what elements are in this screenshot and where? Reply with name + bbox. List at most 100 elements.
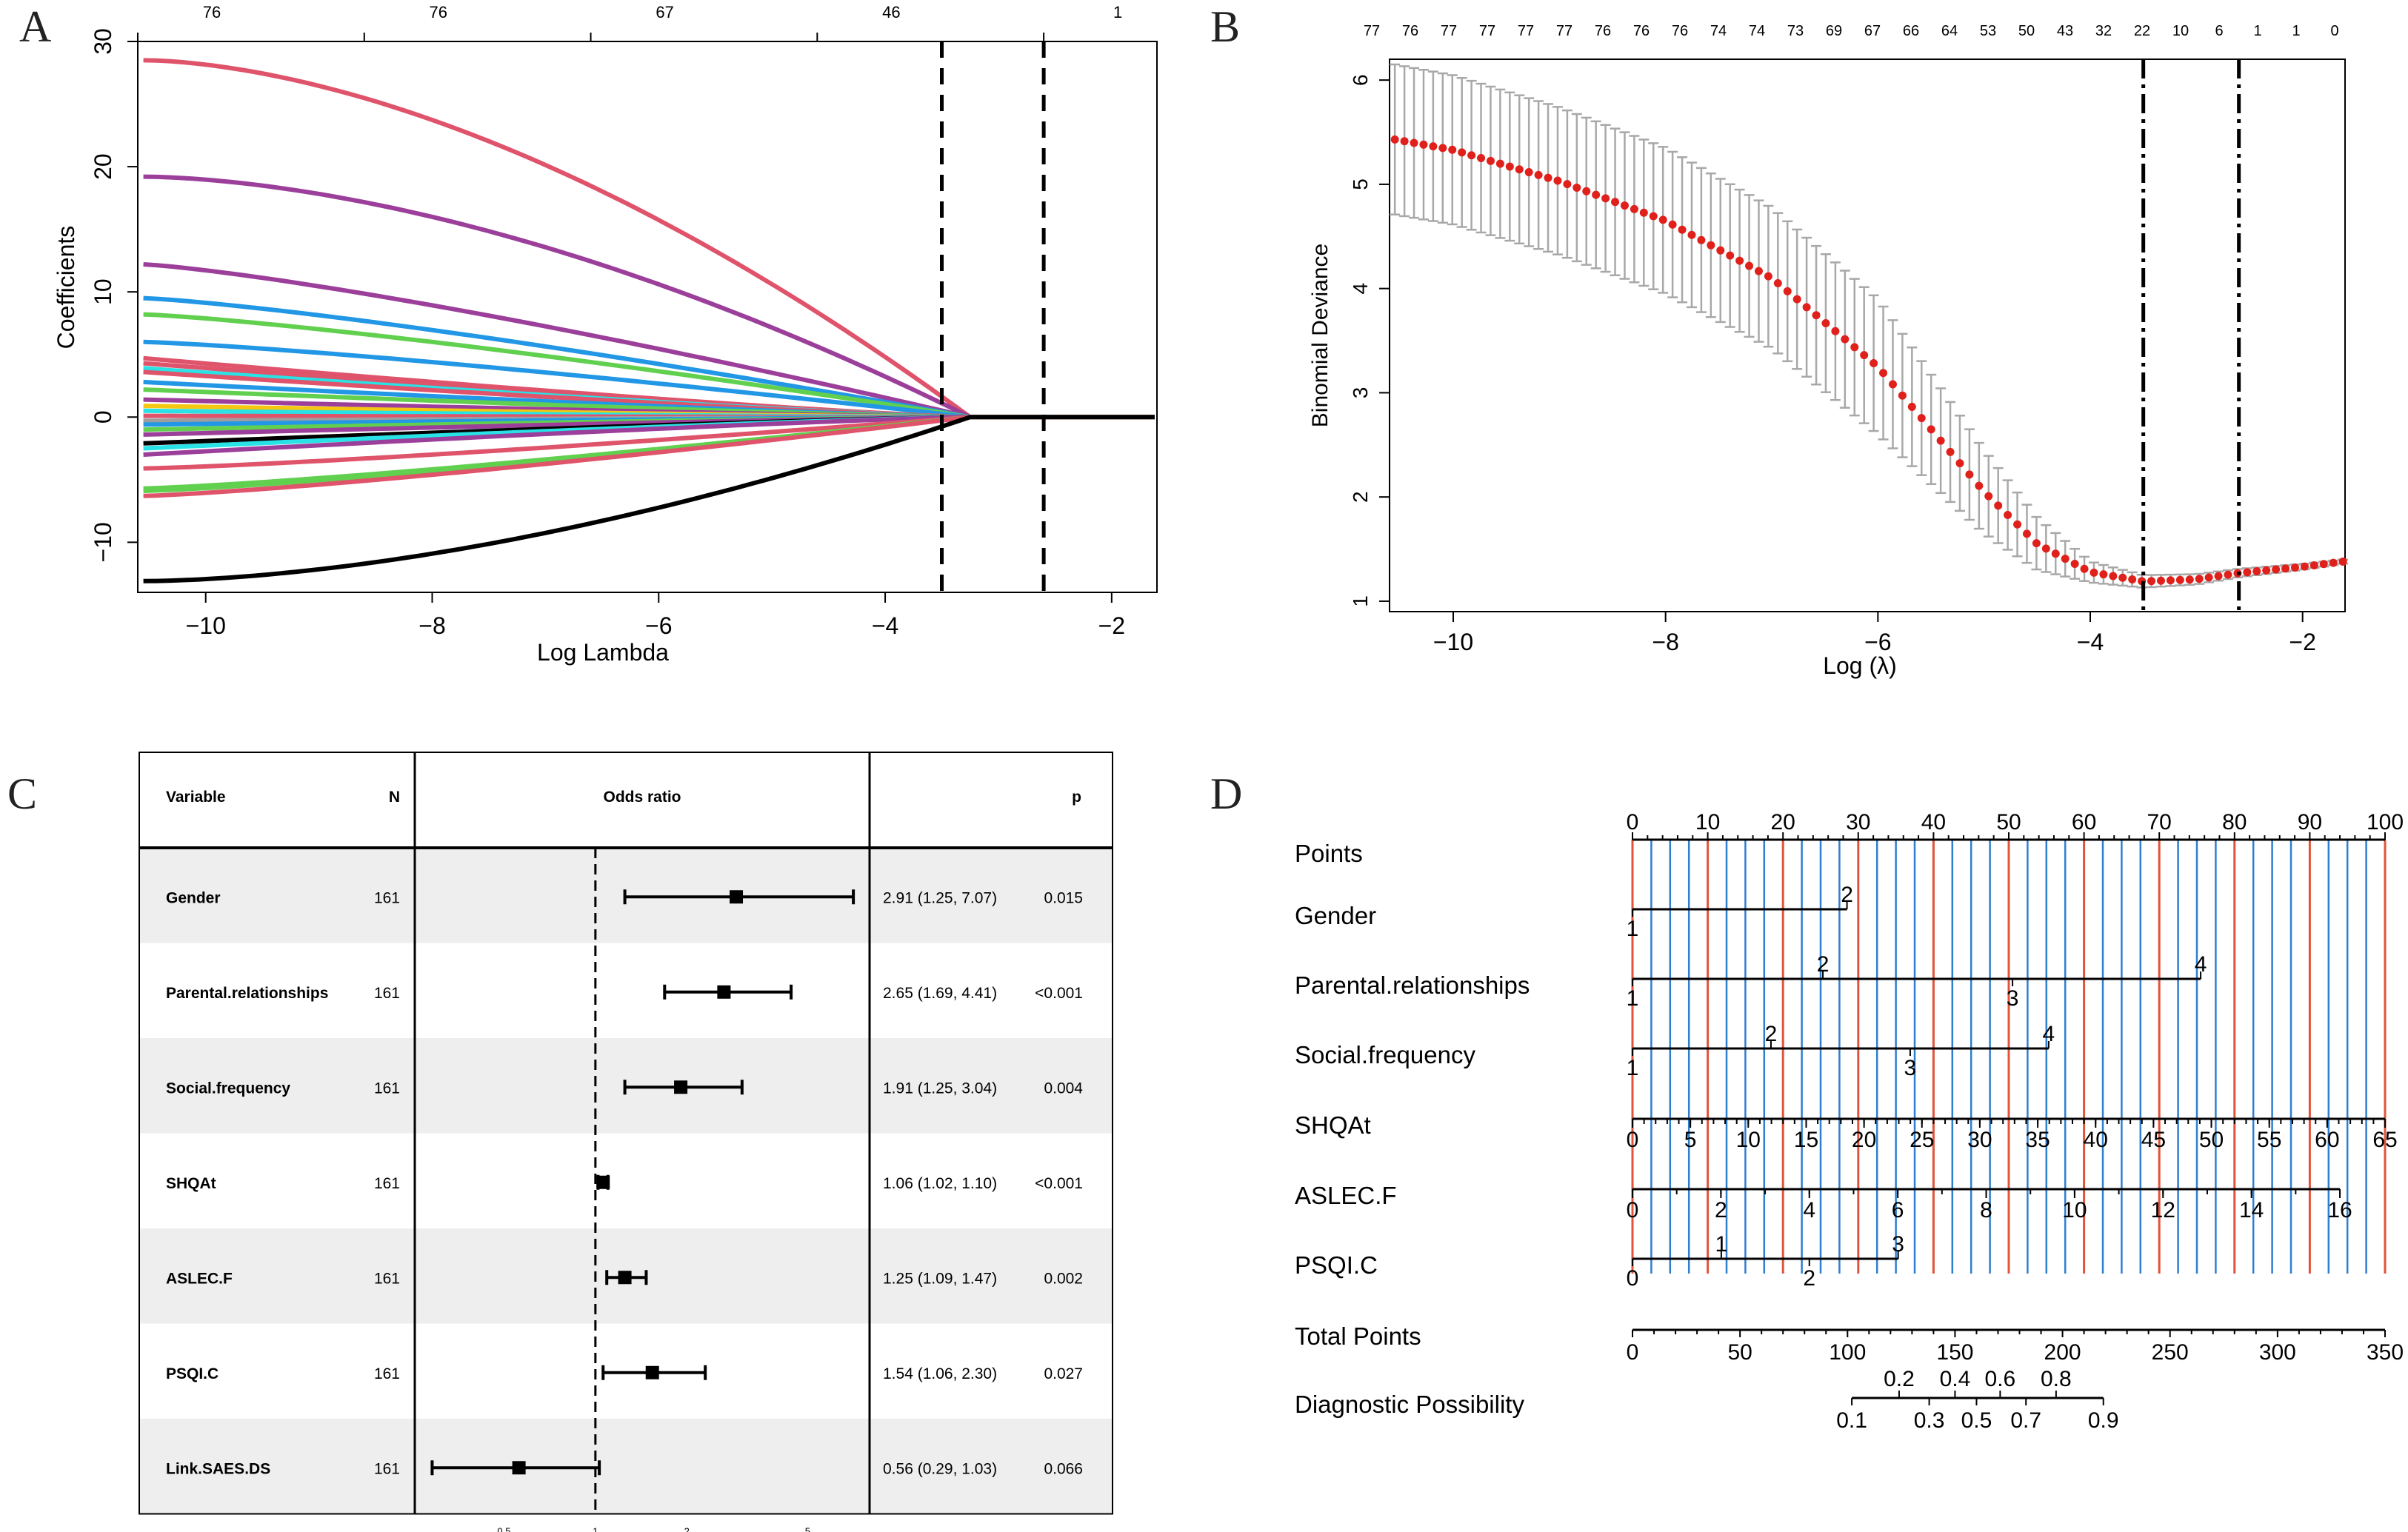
points-tick-label: 10 [1695, 810, 1720, 834]
deviance-point [2080, 564, 2089, 573]
top-count-label: 0 [2330, 23, 2338, 39]
deviance-point [2224, 570, 2232, 579]
deviance-point [2185, 575, 2194, 584]
top-tick-label: 76 [203, 3, 221, 21]
row-variable: PSQI.C [166, 1365, 219, 1382]
variable-tick-label: 2 [1817, 952, 1830, 977]
deviance-point [1429, 142, 1438, 151]
row-p: 0.002 [1044, 1270, 1083, 1287]
variable-tick-label: 45 [2141, 1128, 2166, 1152]
deviance-point [2109, 572, 2118, 581]
deviance-point [1965, 470, 1974, 479]
or-marker [717, 985, 731, 999]
plot-frame [137, 41, 1158, 593]
row-label: ASLEC.F [1295, 1182, 1397, 1209]
row-stripe [139, 1419, 1113, 1514]
variable-tick-label: 3 [1892, 1232, 1904, 1257]
y-tick-label: 4 [1349, 283, 1372, 295]
deviance-point [2214, 572, 2223, 581]
total-tick-label: 0 [1627, 1340, 1639, 1365]
row-or-ci: 1.91 (1.25, 3.04) [883, 1080, 997, 1097]
row-n: 161 [374, 889, 400, 906]
deviance-point [1592, 190, 1601, 199]
top-count-label: 74 [1710, 23, 1727, 39]
deviance-point [1467, 151, 1476, 160]
row-label: Points [1295, 840, 1363, 867]
deviance-point [1515, 165, 1524, 174]
coef-path-v1 [143, 58, 1155, 420]
deviance-point [1907, 402, 1916, 411]
x-tick-label: −4 [872, 612, 898, 639]
variable-tick-label: 2 [1841, 883, 1853, 907]
deviance-point [2118, 573, 2127, 582]
top-count-label: 76 [1402, 23, 1418, 39]
deviance-point [1601, 194, 1610, 203]
deviance-point [2243, 568, 2252, 577]
coef-path-v3 [143, 262, 1155, 420]
prob-tick-label: 0.8 [2041, 1367, 2072, 1391]
y-tick-label: 20 [90, 153, 116, 180]
variable-tick-label: 3 [2007, 986, 2019, 1011]
deviance-point [2281, 564, 2290, 573]
deviance-point [1745, 261, 1754, 270]
prob-tick-label: 0.3 [1914, 1408, 1945, 1433]
deviance-point [2147, 577, 2156, 586]
deviance-point [2051, 549, 2060, 558]
deviance-point [1831, 327, 1840, 335]
deviance-point [1611, 198, 1620, 207]
deviance-point [1850, 343, 1859, 352]
deviance-point [1735, 256, 1744, 265]
variable-tick-label: 6 [1892, 1198, 1904, 1222]
x-tick-label: −6 [645, 612, 672, 639]
deviance-point [2262, 566, 2271, 575]
variable-tick-label: 8 [1980, 1198, 1992, 1222]
top-count-label: 77 [1441, 23, 1457, 39]
deviance-point [1927, 425, 1935, 434]
variable-tick-label: 65 [2372, 1128, 2397, 1152]
deviance-point [1563, 180, 1572, 189]
prob-tick-label: 0.6 [1985, 1367, 2016, 1391]
row-label: PSQI.C [1295, 1251, 1378, 1279]
deviance-point [1984, 492, 1993, 501]
top-tick-label: 67 [656, 3, 673, 21]
y-tick-label: 0 [90, 410, 116, 424]
or-marker [618, 1271, 632, 1285]
y-tick-label: 10 [90, 278, 116, 305]
top-count-label: 32 [2095, 23, 2112, 39]
deviance-point [2290, 563, 2299, 572]
x-tick-label: −10 [186, 612, 226, 639]
prob-tick-label: 0.5 [1961, 1408, 1992, 1433]
deviance-point [2032, 539, 2041, 548]
deviance-point [1726, 251, 1735, 260]
points-tick-label: 60 [2072, 810, 2096, 834]
row-variable: SHQAt [166, 1175, 216, 1192]
x-tick-label: −10 [1433, 629, 1473, 655]
deviance-point [1879, 369, 1888, 378]
coef-path-v4 [143, 295, 1155, 420]
variable-tick-label: 4 [2043, 1022, 2055, 1046]
total-tick-label: 250 [2152, 1340, 2189, 1365]
deviance-point [2175, 575, 2184, 584]
row-variable: Gender [166, 889, 221, 906]
variable-tick-label: 25 [1910, 1128, 1934, 1152]
deviance-point [1707, 241, 1715, 250]
panel-letter-b: B [1210, 2, 1241, 51]
top-count-label: 74 [1749, 23, 1765, 39]
deviance-point [1658, 215, 1667, 224]
deviance-point [1524, 168, 1533, 177]
row-p: 0.027 [1044, 1365, 1083, 1382]
deviance-point [2166, 576, 2175, 585]
header-n: N [389, 789, 400, 806]
total-tick-label: 300 [2259, 1340, 2296, 1365]
deviance-point [2156, 576, 2165, 585]
or-marker [645, 1365, 659, 1379]
x-tick-label: −8 [1652, 629, 1678, 655]
deviance-point [2004, 511, 2012, 520]
top-count-label: 6 [2215, 23, 2223, 39]
header-odds-ratio: Odds ratio [603, 789, 681, 806]
deviance-point [1841, 335, 1850, 344]
row-p: 0.066 [1044, 1460, 1083, 1477]
row-variable: Parental.relationships [166, 985, 328, 1002]
x-tick-label: −8 [418, 612, 445, 639]
